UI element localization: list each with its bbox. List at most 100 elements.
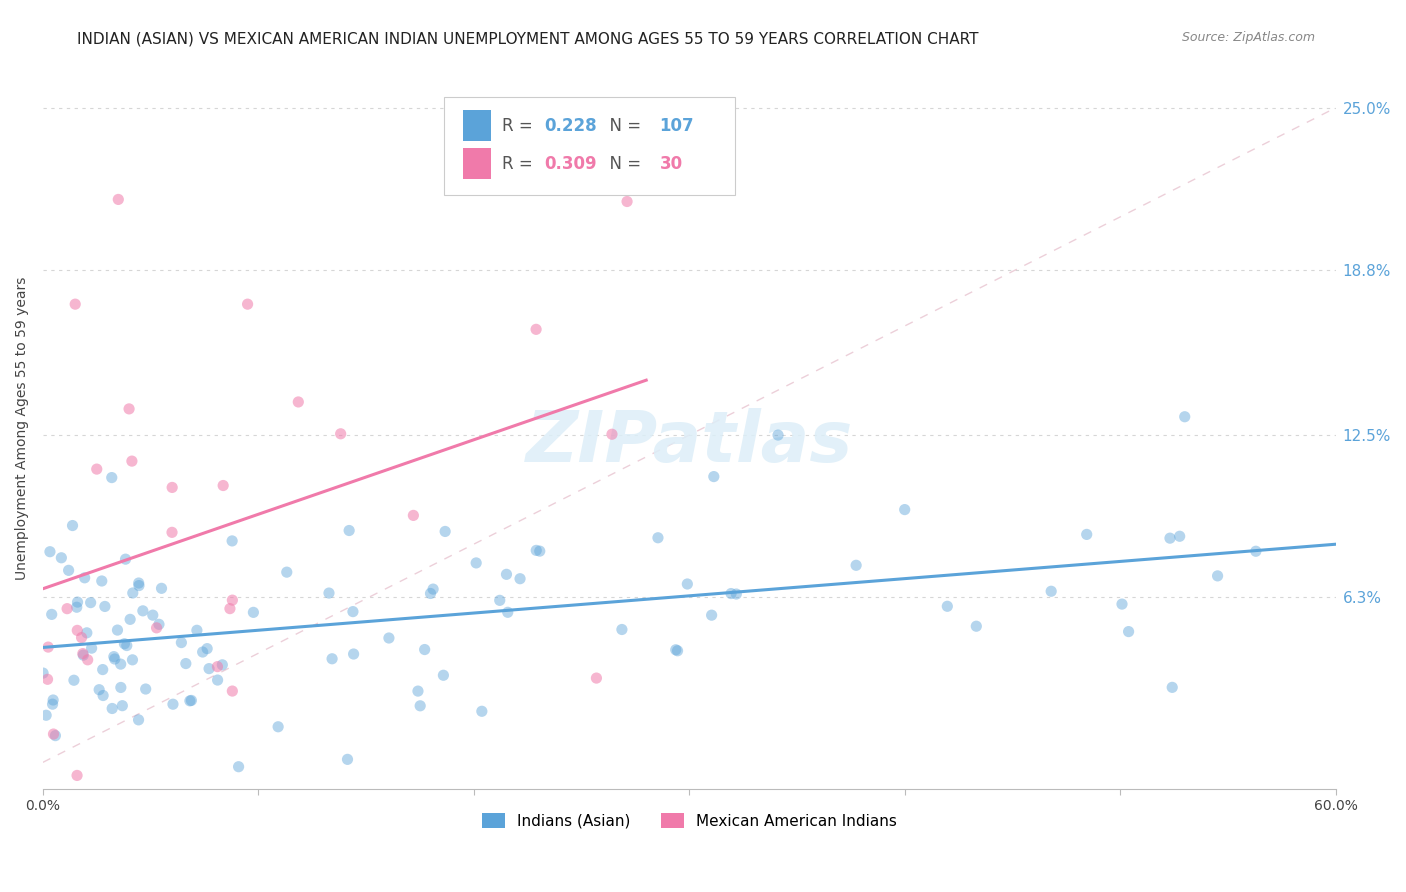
Point [80,641,103,656]
Point [221,684,243,698]
Point [160,480,183,494]
Point [676,577,699,591]
Point [236,297,259,311]
Point [267,720,290,734]
Point [616,194,638,209]
Point [179,694,201,708]
Point [585,671,607,685]
Point [509,572,531,586]
Point [180,693,202,707]
Point [402,508,425,523]
Point [142,608,165,623]
Point [221,533,243,548]
Text: R =: R = [502,155,538,173]
Point [893,502,915,516]
Point [150,582,173,596]
Point [221,593,243,607]
Point [73,571,96,585]
Point [90,574,112,588]
Point [114,552,136,566]
Point [936,599,959,614]
Text: INDIAN (ASIAN) VS MEXICAN AMERICAN INDIAN UNEMPLOYMENT AMONG AGES 55 TO 59 YEARS: INDIAN (ASIAN) VS MEXICAN AMERICAN INDIA… [77,31,979,46]
Point [86,462,108,476]
Text: R =: R = [502,117,538,135]
Point [128,576,150,591]
Point [1161,681,1184,695]
Point [107,623,129,637]
Point [488,593,510,607]
Point [118,401,141,416]
Point [91,689,114,703]
Point [76,625,98,640]
Point [647,531,669,545]
Text: 0.309: 0.309 [544,155,598,173]
Point [112,637,135,651]
Text: N =: N = [599,117,647,135]
Point [212,478,235,492]
Point [42,693,65,707]
Legend: Indians (Asian), Mexican American Indians: Indians (Asian), Mexican American Indian… [475,806,903,835]
Point [725,587,748,601]
Point [44,729,66,743]
Point [1076,527,1098,541]
Point [228,760,250,774]
Point [101,701,124,715]
Point [66,595,89,609]
Point [120,612,142,626]
FancyBboxPatch shape [444,97,734,194]
Point [110,681,132,695]
Point [121,586,143,600]
Point [148,617,170,632]
Point [1174,409,1197,424]
Point [1244,544,1267,558]
Point [337,524,360,538]
Point [524,543,547,558]
Point [329,426,352,441]
Text: 30: 30 [659,155,683,173]
Point [342,647,364,661]
Point [413,642,436,657]
Point [128,713,150,727]
Point [160,525,183,540]
Point [89,682,111,697]
Point [766,428,789,442]
Point [378,631,401,645]
Point [336,752,359,766]
Point [115,639,138,653]
Point [62,518,84,533]
Point [342,605,364,619]
Point [321,652,343,666]
Point [665,642,688,657]
Point [195,641,218,656]
Point [524,322,547,336]
Point [276,565,298,579]
Point [666,644,689,658]
Point [91,663,114,677]
Point [703,469,725,483]
Point [432,668,454,682]
Point [495,567,517,582]
Point [128,578,150,592]
Point [72,648,94,662]
Point [219,601,242,615]
Point [100,470,122,484]
Point [63,673,86,688]
Point [419,586,441,600]
Text: ZIPatlas: ZIPatlas [526,409,853,477]
Point [720,586,742,600]
Point [76,653,98,667]
Point [242,605,264,619]
Point [409,698,432,713]
Point [103,649,125,664]
Point [35,708,58,723]
Point [1206,569,1229,583]
Point [406,684,429,698]
Point [1040,584,1063,599]
Point [600,427,623,442]
Text: 0.228: 0.228 [544,117,598,135]
Point [39,545,62,559]
Point [66,600,89,615]
Point [41,607,63,622]
Point [1168,529,1191,543]
Point [207,659,229,673]
